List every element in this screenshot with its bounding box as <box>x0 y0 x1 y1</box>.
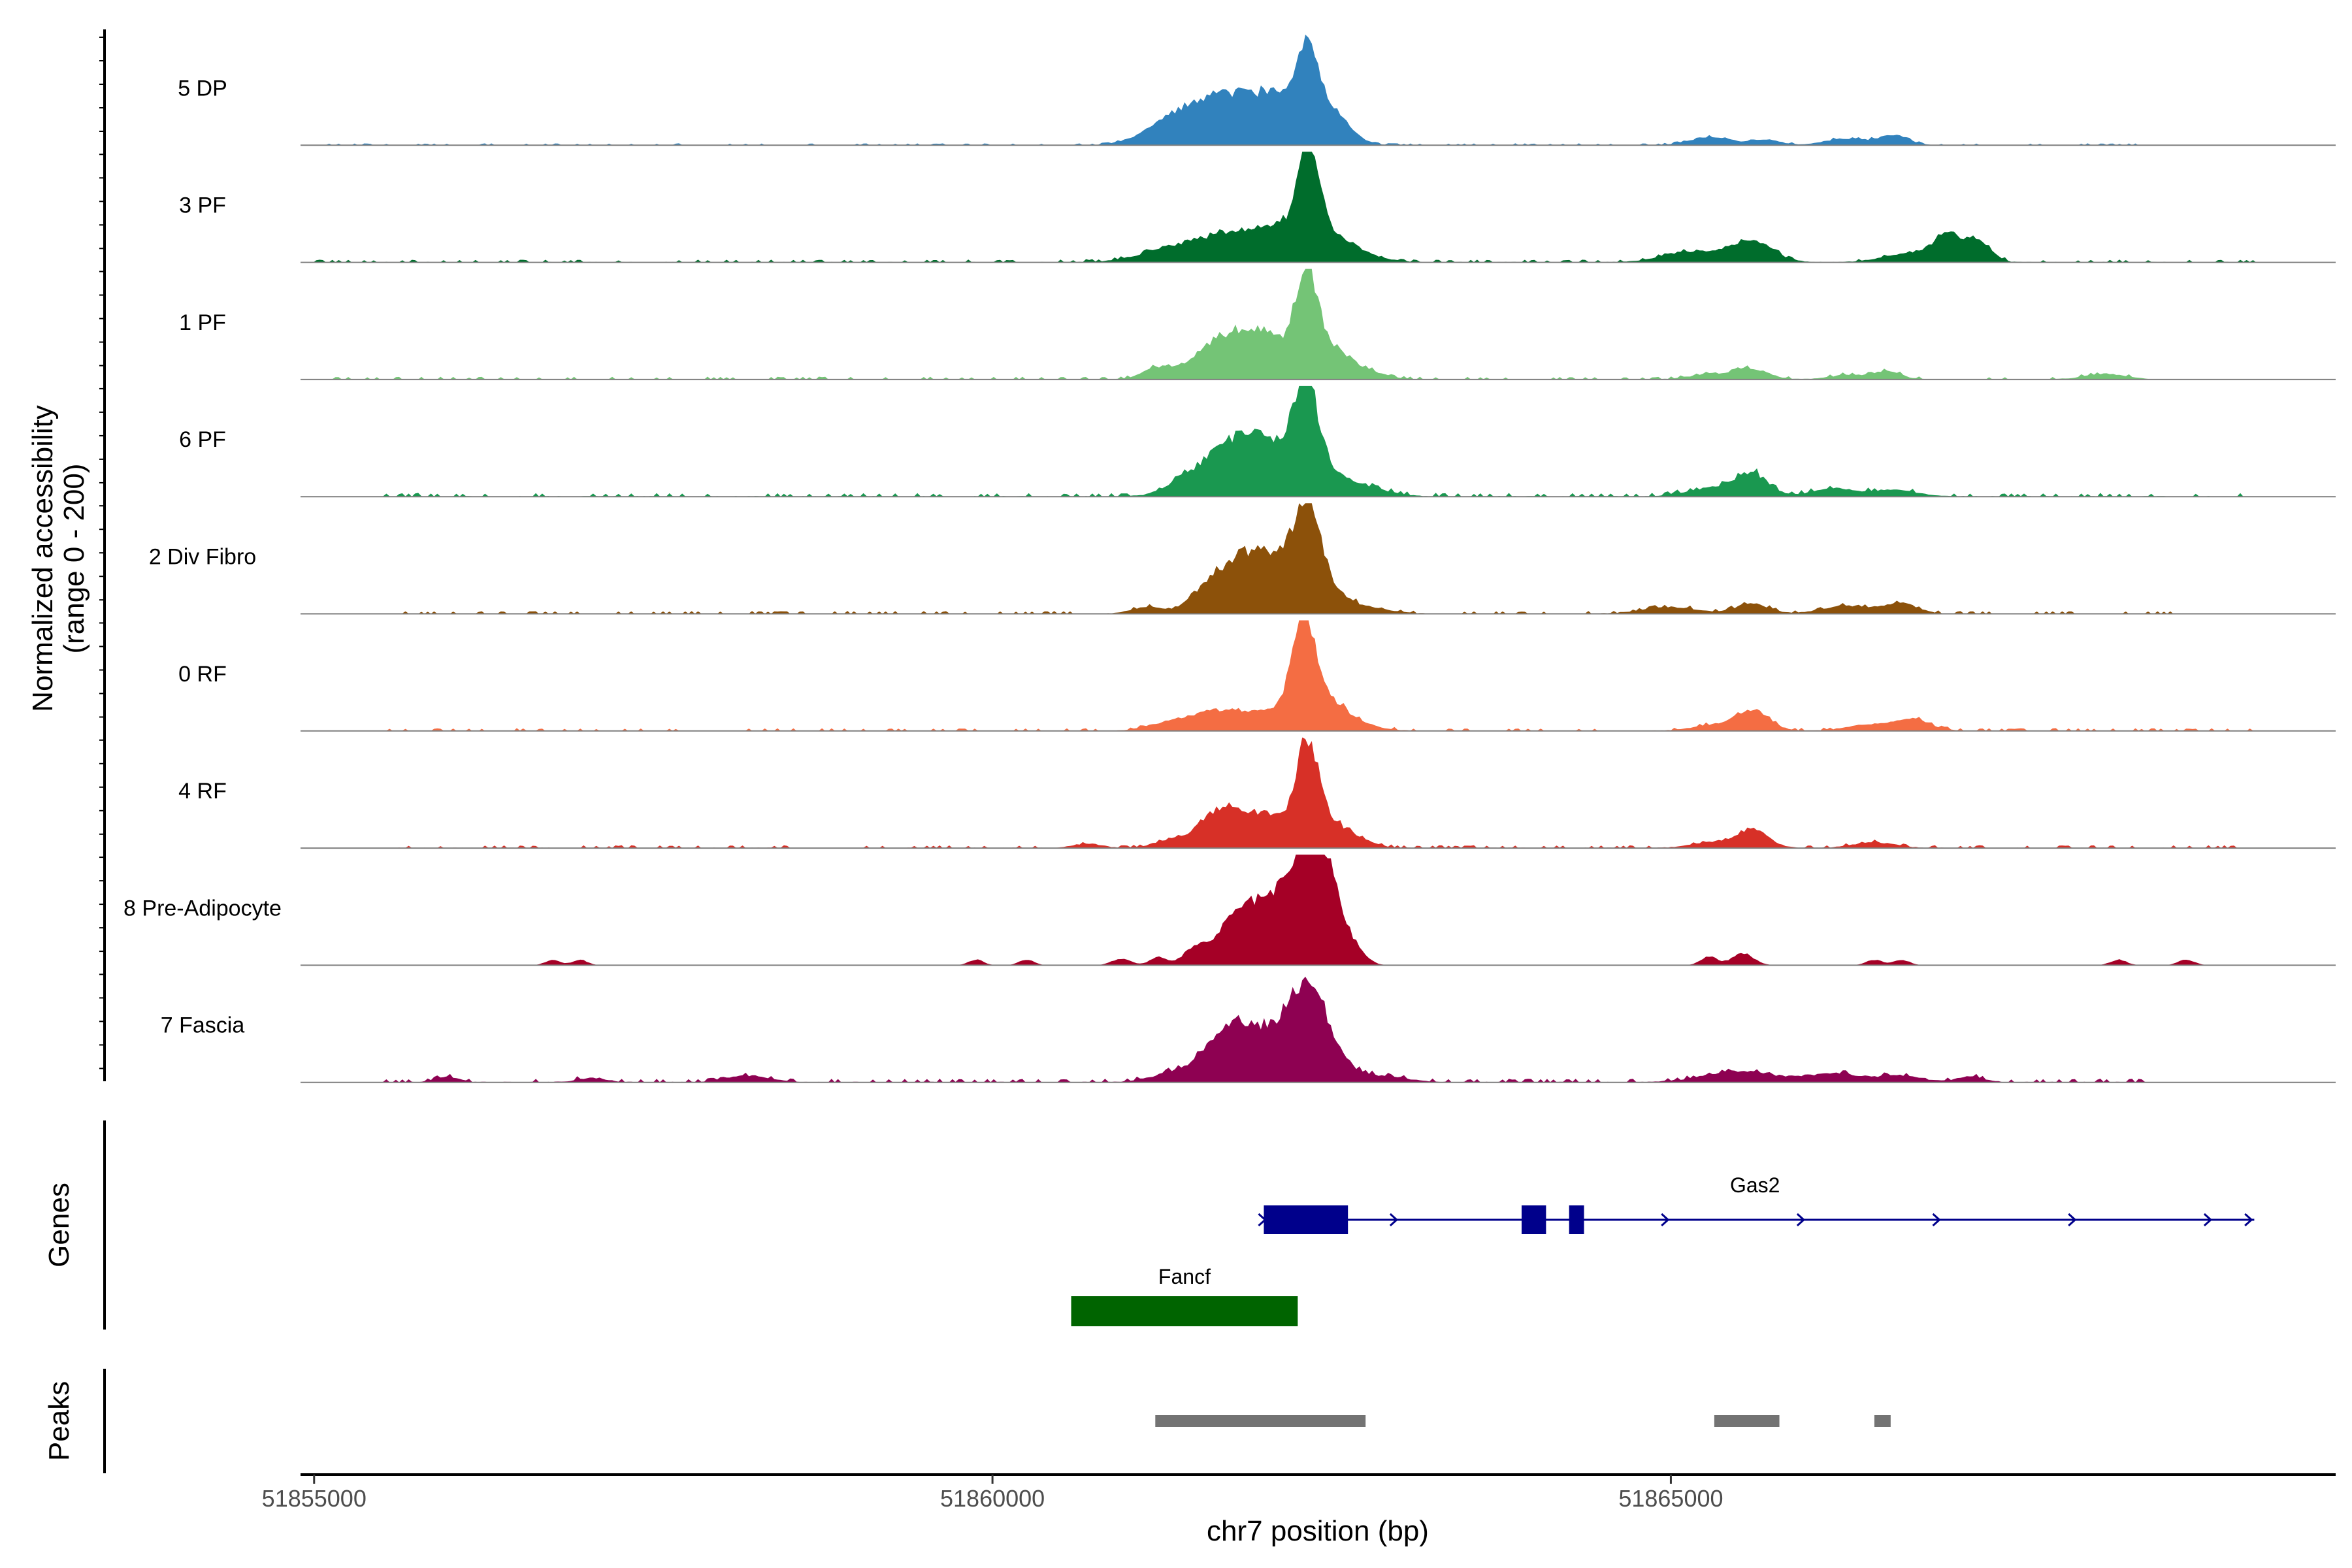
peaks-panel-title: Peaks <box>43 1381 75 1461</box>
track-label: 4 RF <box>178 779 227 804</box>
track-label: 1 PF <box>179 310 226 335</box>
x-tick-label: 51865000 <box>1618 1485 1723 1512</box>
x-axis-ticks: 51855000 51860000 51865000 <box>262 1475 1723 1512</box>
coverage-track-area <box>301 503 2336 614</box>
coverage-tracks: 5 DP 3 PF 1 PF 6 PF 2 Div Fibro 0 RF 4 RF 8 Pre… <box>123 35 2336 1083</box>
peak-regions <box>1155 1415 1891 1427</box>
coverage-panel: 5 DP 3 PF 1 PF 6 PF 2 Div Fibro 0 RF 4 RF 8 Pre… <box>27 29 2336 1083</box>
peak-region-bar <box>1714 1415 1780 1427</box>
coverage-track-area <box>301 976 2336 1083</box>
track-label: 5 DP <box>178 76 227 101</box>
track-label: 6 PF <box>179 427 226 452</box>
gene-strand-arrow <box>2203 1213 2213 1227</box>
gene-name-label: Gas2 <box>1730 1173 1780 1197</box>
gene-strand-arrow <box>2244 1213 2253 1227</box>
x-axis-title: chr7 position (bp) <box>1207 1515 1429 1547</box>
gene-strand-arrow <box>2068 1213 2077 1227</box>
coverage-track-area <box>301 620 2336 731</box>
gene-exon <box>1264 1205 1348 1234</box>
track-label: 3 PF <box>179 193 226 218</box>
gene-strand-arrow <box>1389 1213 1399 1227</box>
y-axis-title: Normalized accessibility <box>27 405 59 711</box>
gene-name-label: Fancf <box>1158 1265 1211 1288</box>
peak-region-bar <box>1874 1415 1891 1427</box>
coverage-track-area <box>301 385 2336 497</box>
gene-exon <box>1522 1205 1546 1234</box>
coverage-y-axis-ticks <box>99 37 105 1070</box>
x-axis: 51855000 51860000 51865000 chr7 position (… <box>262 1473 2336 1547</box>
coverage-track-area <box>301 737 2336 849</box>
gene-exon <box>1569 1205 1584 1234</box>
coverage-track-area <box>301 35 2336 146</box>
gene-strand-arrow <box>1932 1213 1941 1227</box>
genes-panel: Genes Gas2 Fancf <box>43 1120 2255 1330</box>
gene-models: Gas2 Fancf <box>1071 1173 2255 1326</box>
track-label: 8 Pre-Adipocyte <box>123 896 282 921</box>
x-tick-label: 51860000 <box>940 1485 1045 1512</box>
track-label: 2 Div Fibro <box>149 545 256 570</box>
gene-strand-arrow <box>1796 1213 1806 1227</box>
x-tick-label: 51855000 <box>262 1485 367 1512</box>
peak-region-bar <box>1155 1415 1366 1427</box>
track-label: 0 RF <box>178 662 227 687</box>
coverage-track-area <box>301 855 2336 966</box>
coverage-track-area <box>301 269 2336 380</box>
coverage-track-area <box>301 152 2336 263</box>
genes-panel-title: Genes <box>43 1183 75 1267</box>
track-label: 7 Fascia <box>161 1013 245 1038</box>
gene-exon <box>1071 1296 1298 1326</box>
y-axis-subtitle: (range 0 - 200) <box>58 463 90 653</box>
peaks-panel: Peaks <box>43 1369 1891 1473</box>
gene-strand-arrow <box>1661 1213 1670 1227</box>
